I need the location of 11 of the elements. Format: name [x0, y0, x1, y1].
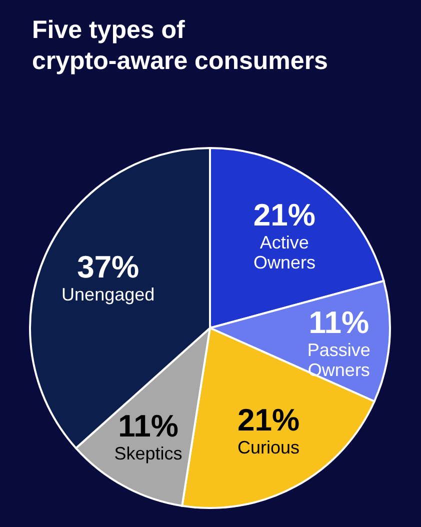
data-label: 11% — [308, 305, 370, 340]
slice-label: Curious — [237, 438, 300, 458]
chart-title: Five types of crypto-aware consumers — [32, 16, 328, 75]
data-label: 21% — [253, 198, 316, 233]
slice-label: Unengaged — [62, 284, 155, 305]
slice-label: Skeptics — [114, 444, 182, 464]
slice-label: Active Owners — [253, 232, 316, 273]
data-label: 11% — [118, 408, 178, 444]
data-label: 37% — [77, 250, 140, 285]
slice-label: Passive Owners — [307, 340, 370, 380]
data-label: 21% — [237, 402, 300, 438]
